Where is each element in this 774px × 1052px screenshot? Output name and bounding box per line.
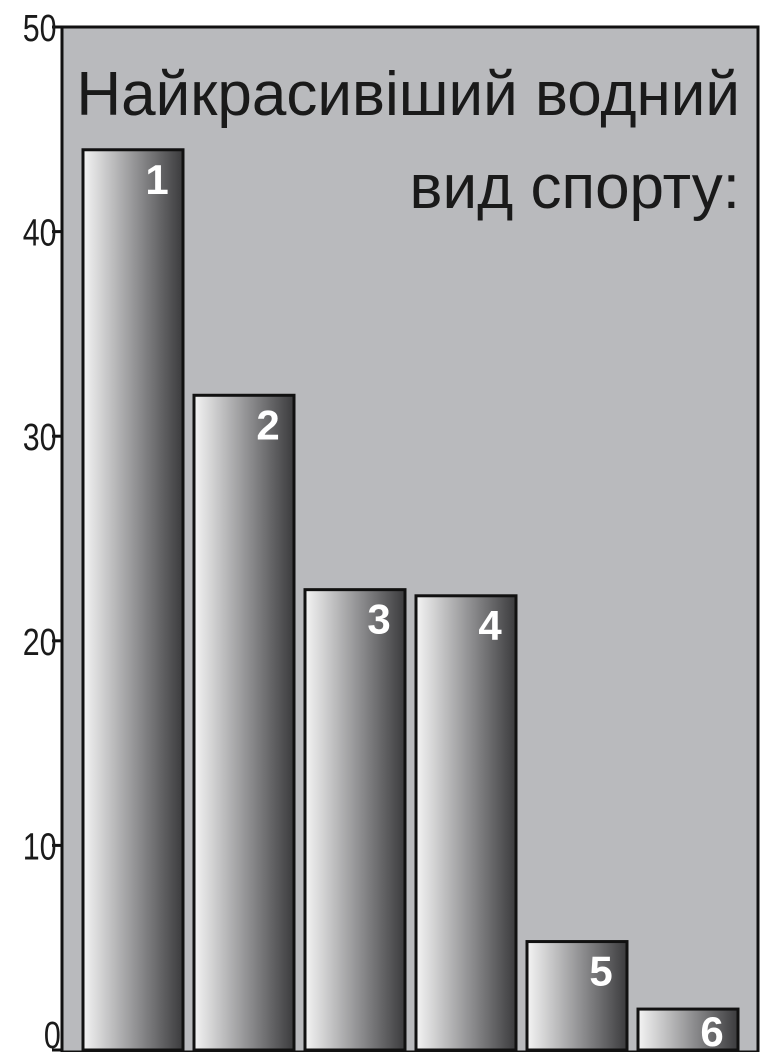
bar-4 [414,594,518,1052]
bar-label-1: 1 [145,156,168,203]
bar-6 [636,1007,740,1052]
chart-title: Найкрасивіший водний вид спорту: [76,60,740,222]
bars: 1 2 3 4 5 6 [81,148,740,1052]
y-tick-label: 40 [23,212,57,254]
chart-title-line-2: вид спорту: [410,153,740,222]
bar-3 [303,588,407,1052]
bar-label-4: 4 [478,602,502,649]
bar-label-3: 3 [367,596,390,643]
y-tick-label: 30 [23,417,57,459]
bar-5 [525,940,629,1052]
chart-title-line-1: Найкрасивіший водний [76,60,740,129]
y-tick-label: 0 [44,1015,61,1052]
y-tick-label: 50 [23,8,57,50]
bar-label-5: 5 [589,948,612,995]
y-tick-label: 10 [23,826,57,868]
bar-label-6: 6 [700,1008,723,1052]
bar-2 [192,393,296,1052]
bar-1 [81,148,185,1052]
y-axis: 0 10 20 30 40 50 [23,8,62,1052]
y-tick-label: 20 [23,622,57,664]
bar-label-2: 2 [256,401,279,448]
